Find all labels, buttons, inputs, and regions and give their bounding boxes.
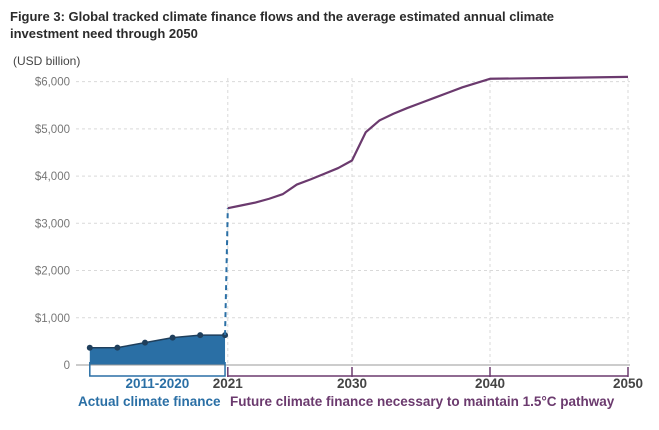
actual-point xyxy=(197,332,204,339)
transition-dashed-line xyxy=(224,208,229,336)
y-tick-label: $5,000 xyxy=(35,124,70,136)
y-unit-label: (USD billion) xyxy=(13,54,81,68)
future-line xyxy=(227,75,629,210)
annotations: Actual climate finance Future climate fin… xyxy=(78,394,615,409)
actual-line xyxy=(89,334,226,349)
y-axis-ticks: 0 $1,000 $2,000 $3,000 $4,000 $5,000 $6,000 xyxy=(35,77,70,372)
actual-series-label: Actual climate finance xyxy=(78,394,221,409)
x-tick-label: 2021 xyxy=(213,376,244,391)
gridlines xyxy=(76,78,630,365)
period-label: 2011-2020 xyxy=(126,376,190,391)
actual-point xyxy=(142,339,148,346)
y-tick-label: $1,000 xyxy=(35,313,70,325)
y-tick-label: 0 xyxy=(64,360,70,372)
figure-title: Figure 3: Global tracked climate finance… xyxy=(10,9,555,41)
actual-point xyxy=(86,344,93,351)
y-tick-label: $2,000 xyxy=(35,266,70,278)
actual-point xyxy=(169,334,176,341)
y-tick-label: $6,000 xyxy=(35,77,70,89)
x-axis: 2011-2020 2021 2030 2040 2050 xyxy=(76,362,643,391)
x-tick-label: 2040 xyxy=(475,376,505,391)
y-tick-label: $3,000 xyxy=(35,218,70,230)
actual-point xyxy=(114,344,121,351)
x-tick-label: 2030 xyxy=(337,376,367,391)
actual-area xyxy=(89,335,226,365)
series-layer xyxy=(86,75,629,365)
future-series-label: Future climate finance necessary to main… xyxy=(230,394,615,409)
y-tick-label: $4,000 xyxy=(35,171,70,183)
period-bracket xyxy=(89,362,226,377)
x-tick-label: 2050 xyxy=(613,376,643,391)
